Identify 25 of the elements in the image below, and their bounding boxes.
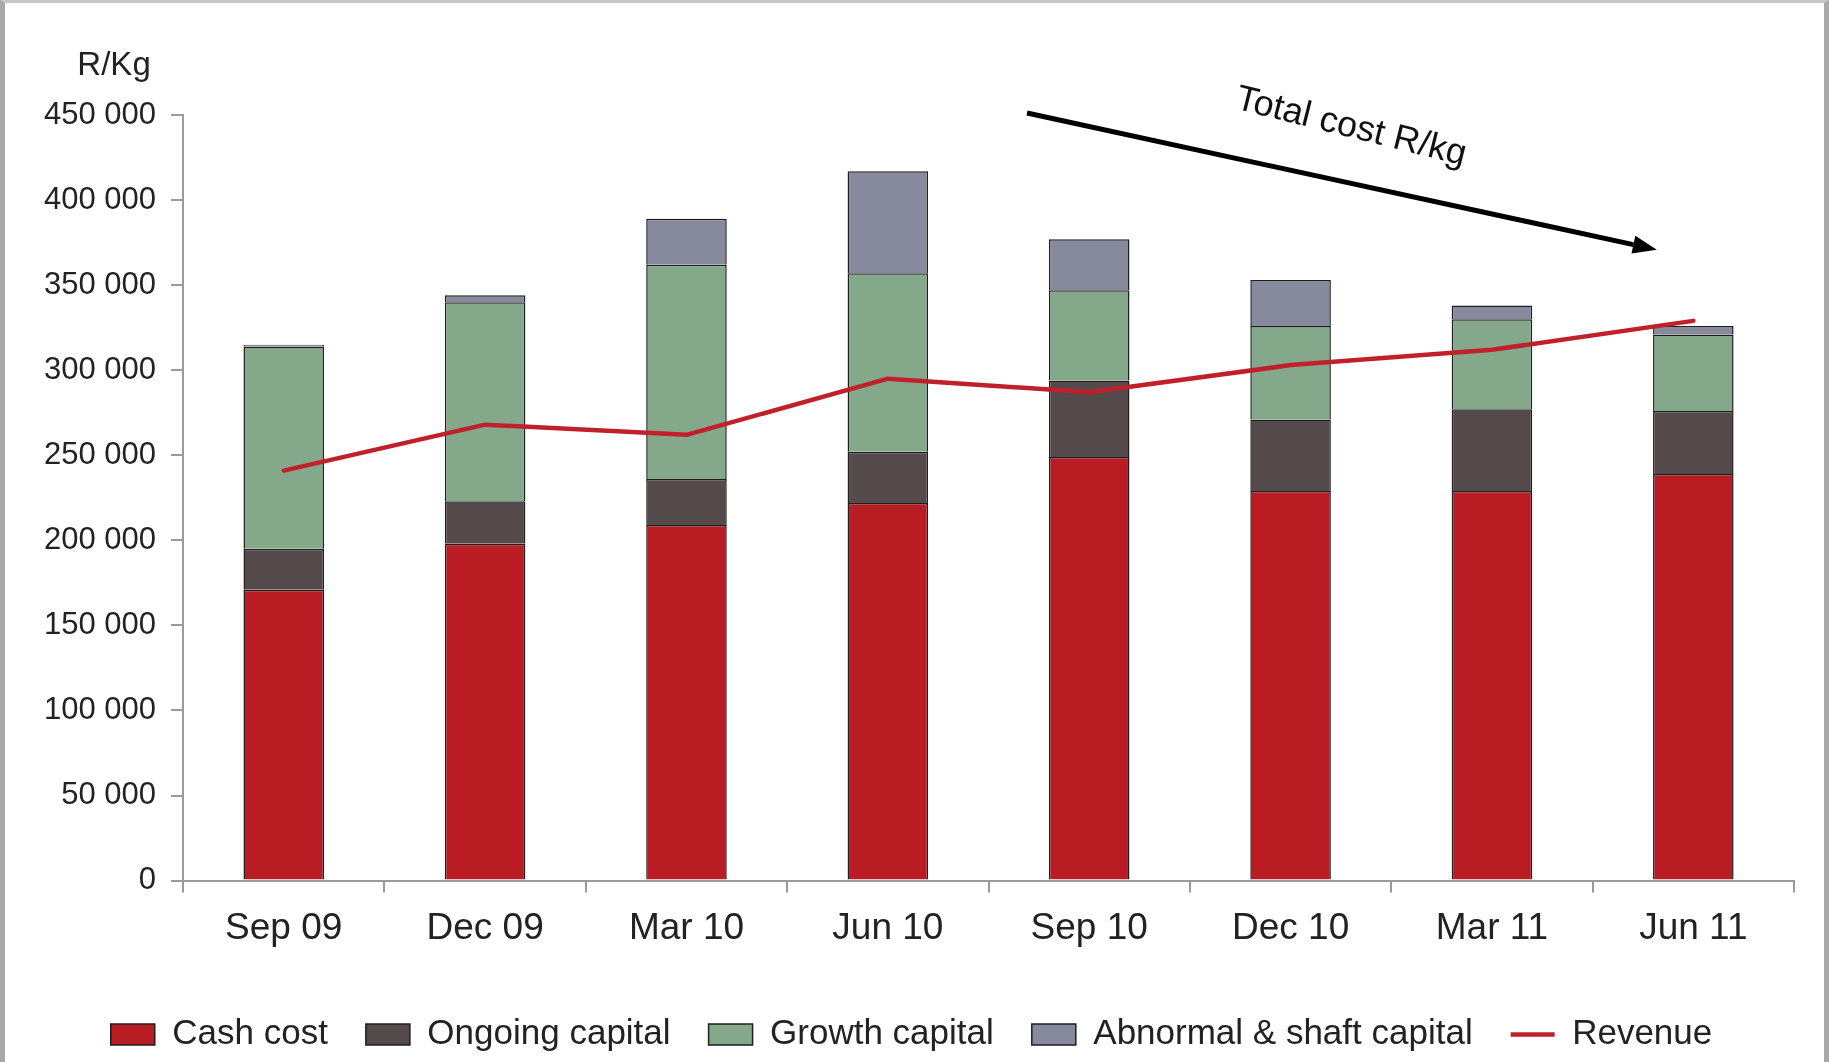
y-tick-label: 400 000 (43, 180, 157, 216)
y-tick-label: 350 000 (43, 265, 157, 301)
legend-label: Ongoing capital (427, 1012, 671, 1052)
legend-label: Growth capital (770, 1012, 994, 1052)
y-tick-label: 450 000 (43, 95, 157, 131)
y-axis-title: R/Kg (77, 45, 151, 83)
legend-label: Cash cost (172, 1012, 329, 1052)
x-tick-label: Sep 10 (1030, 906, 1148, 947)
x-tick-label: Jun 11 (1639, 906, 1748, 947)
y-tick-label: 300 000 (43, 350, 157, 386)
y-tick-label: 200 000 (43, 520, 157, 556)
y-tick-label: 100 000 (43, 691, 157, 727)
x-tick-label: Dec 10 (1231, 906, 1350, 947)
x-tick-label: Mar 10 (628, 906, 745, 947)
y-tick-label: 250 000 (43, 435, 157, 471)
x-tick-label: Sep 09 (225, 906, 343, 947)
legend-label: Abnormal & shaft capital (1093, 1012, 1473, 1052)
x-tick-label: Mar 11 (1435, 906, 1549, 947)
annotation: Total cost R/kg (1232, 76, 1472, 174)
x-tick-label: Dec 09 (426, 906, 544, 947)
y-tick-label: 50 000 (61, 776, 157, 812)
y-tick-label: 150 000 (43, 605, 157, 641)
legend-label: Revenue (1572, 1012, 1713, 1052)
y-tick-label: 0 (138, 861, 157, 897)
x-tick-label: Jun 10 (832, 906, 944, 947)
